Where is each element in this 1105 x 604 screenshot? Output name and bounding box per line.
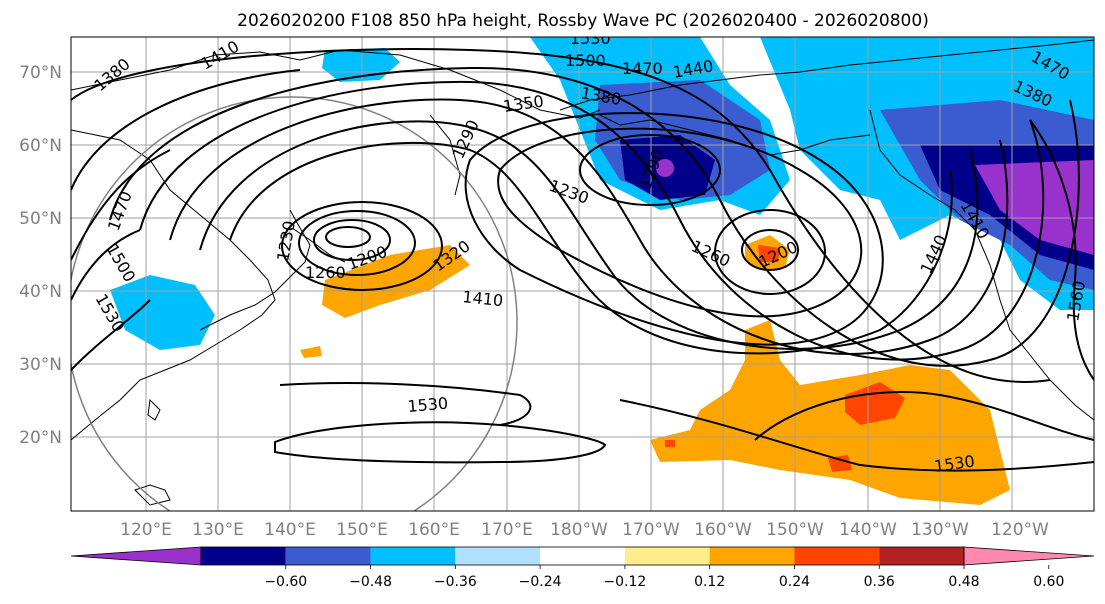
lon-label: 150°W [766,520,824,540]
contour-label: 1260 [305,263,346,282]
contour-label: 1530 [407,394,449,416]
lon-label: 140°W [839,520,897,540]
contour-label: 1500 [565,51,606,70]
colorbar-tick-label: 0.24 [779,574,810,590]
contour-label: 1470 [622,59,663,78]
lon-label: 130°W [911,520,969,540]
colorbar-tick-label: 0.48 [948,574,979,590]
lon-label: 150°E [336,520,388,540]
lon-label: 160°W [694,520,752,540]
lon-label: 160°E [408,520,460,540]
colorbar-swatch [201,547,286,565]
lat-label: 40°N [19,282,62,302]
lat-label: 50°N [19,209,62,229]
map-frame [70,36,1095,512]
lon-label: 170°W [622,520,680,540]
height-contours [71,48,1094,472]
colorbar-extend-low [70,546,202,566]
colorbar-swatch [709,547,795,565]
colorbar-swatch [879,547,964,565]
colorbar-swatch [794,547,880,565]
range-circle [71,96,518,511]
contour-label: 1410 [462,287,504,310]
colorbar-tick-label: −0.48 [349,574,392,590]
colorbar-tick-label: 0.60 [1033,574,1064,590]
lon-label: 130°E [192,520,244,540]
map-area: 1380 1410 1530 1500 1470 1440 1380 1350 … [71,29,1094,511]
colorbar-swatch [285,547,371,565]
colorbar-swatch [370,547,456,565]
lat-label: 70°N [19,63,62,83]
colorbar-tick-label: −0.36 [434,574,477,590]
colorbar-extend-high [963,546,1095,566]
lon-label: 170°E [481,520,533,540]
colorbar-outline [200,546,965,566]
colorbar-swatch [540,547,625,565]
colorbar: −0.60 −0.48 −0.36 −0.24 −0.12 0.12 0.24 0.36 0.4… [70,546,1095,590]
colorbar-tick-label: 0.12 [694,574,725,590]
lat-label: 30°N [19,355,62,375]
lon-label: 120°E [120,520,172,540]
colorbar-tick-label: −0.12 [603,574,646,590]
latitude-labels: 70°N 60°N 50°N 40°N 30°N 20°N [19,63,62,448]
colorbar-tick-label: 0.36 [864,574,895,590]
negative-anomaly-shading [110,37,1094,350]
lon-label: 140°E [264,520,316,540]
colorbar-tick-label: −0.60 [264,574,307,590]
colorbar-tick-label: −0.24 [519,574,562,590]
colorbar-swatch [624,547,710,565]
lon-label: 180°W [550,520,608,540]
lon-label: 120°W [991,520,1049,540]
contour-label: 1530 [570,29,611,48]
lat-label: 60°N [19,136,62,156]
figure-title: 2026020200 F108 850 hPa height, Rossby W… [237,11,929,31]
lat-label: 20°N [19,428,62,448]
colorbar-swatch [455,547,541,565]
longitude-labels: 120°E 130°E 140°E 150°E 160°E 170°E 180°… [120,520,1049,540]
